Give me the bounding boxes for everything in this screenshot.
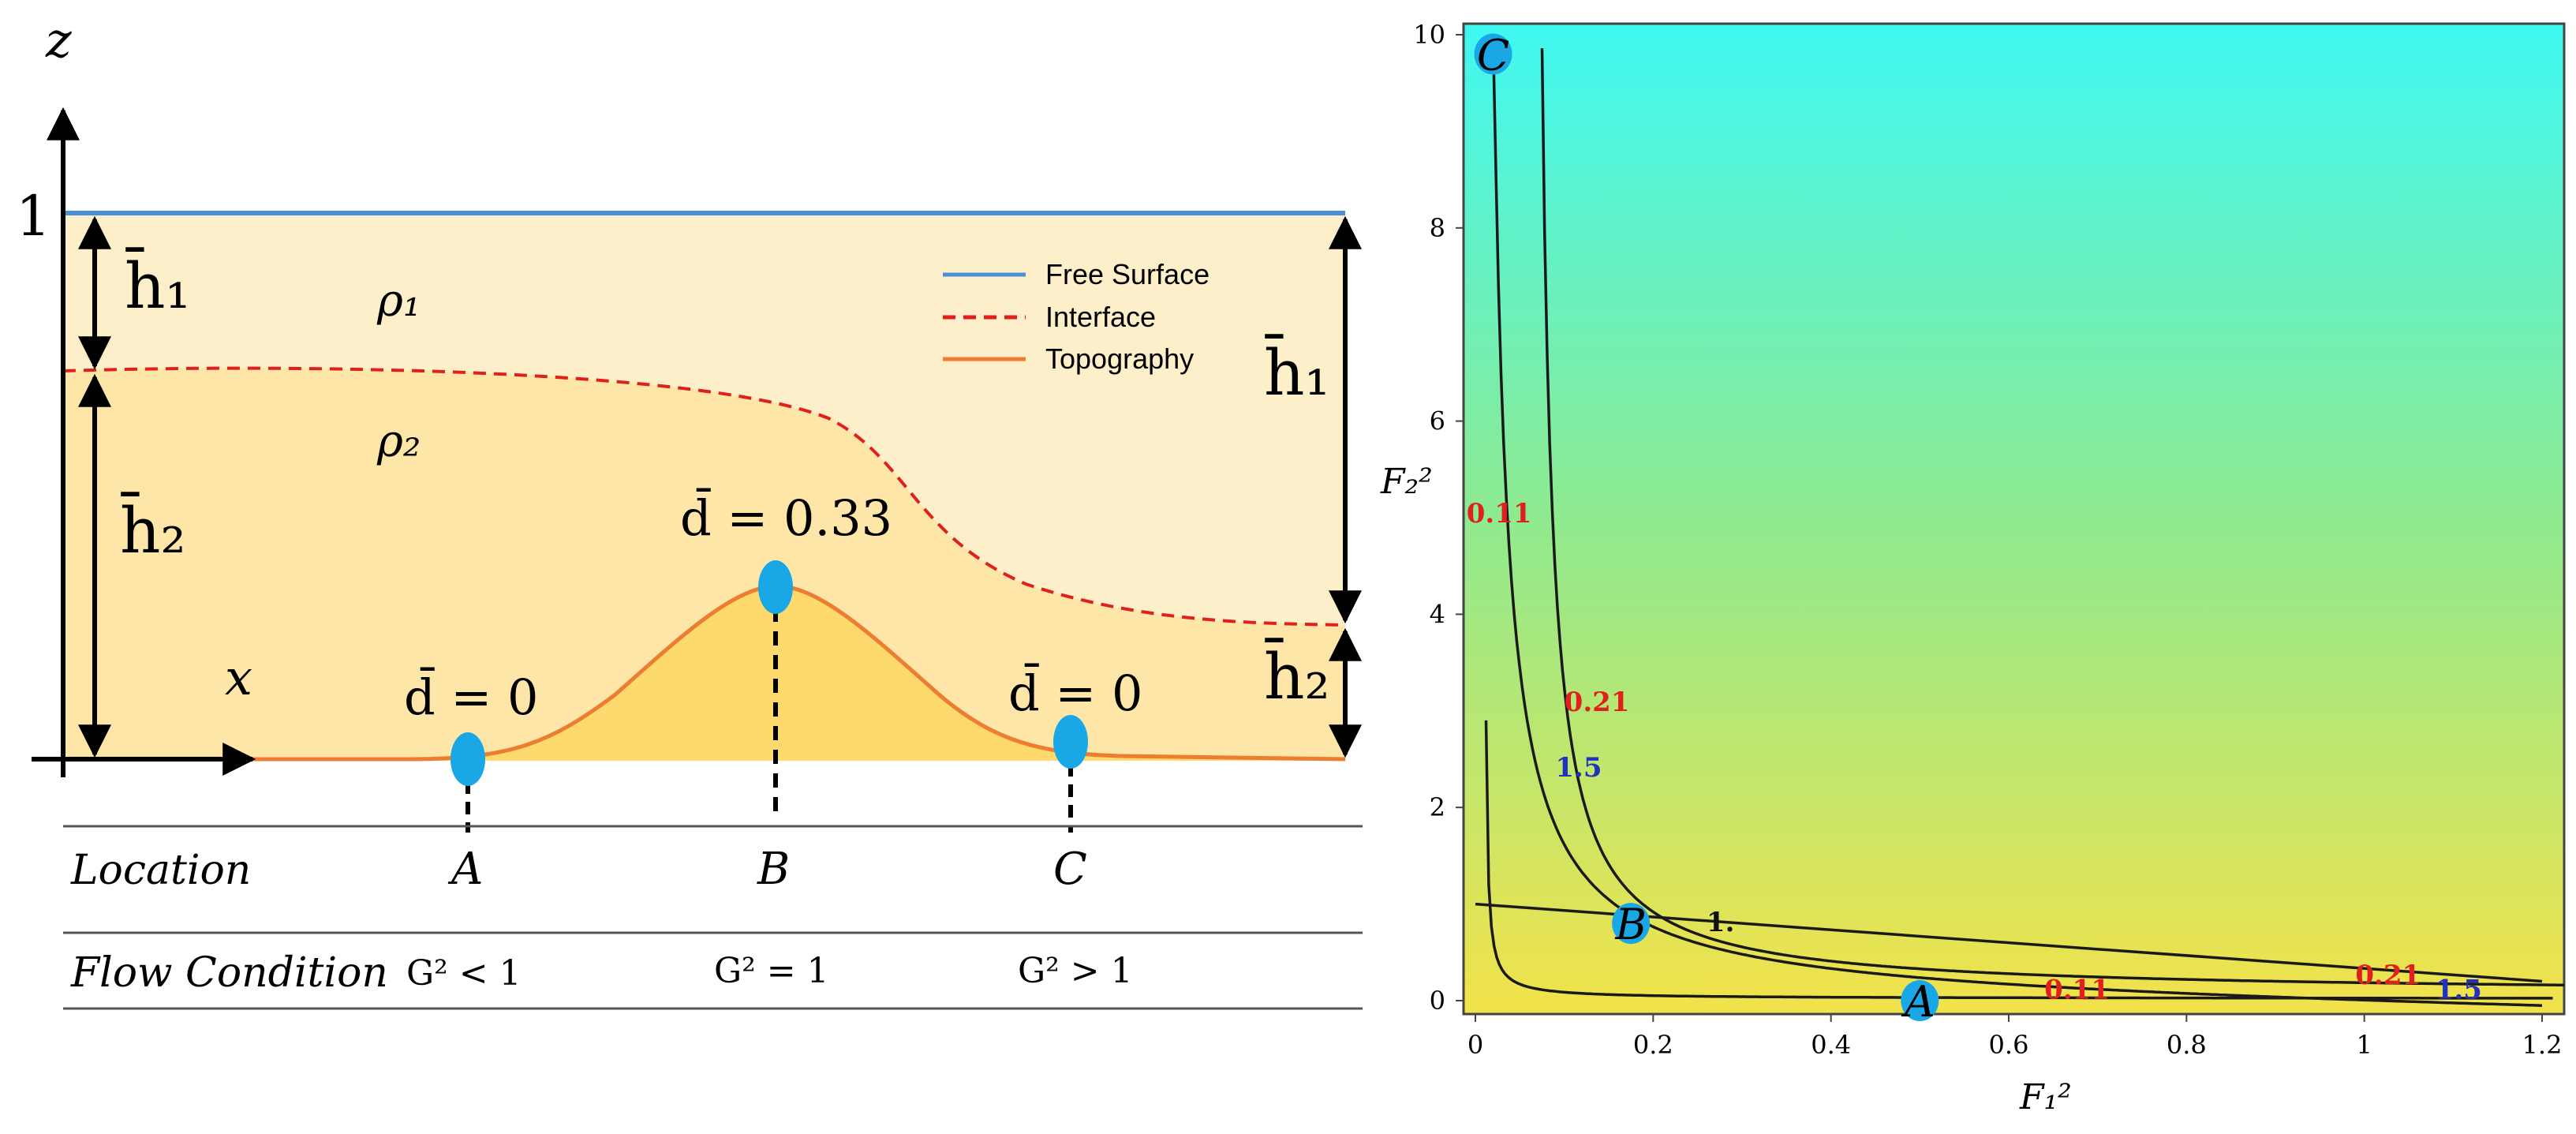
- d-a-label: d̄ = 0: [404, 667, 539, 726]
- location-b: B: [757, 844, 790, 895]
- h2-right-label: h̄₂: [1264, 638, 1330, 713]
- interface-line: [62, 366, 1346, 627]
- legend-interface-label: Interface: [1045, 301, 1156, 333]
- y-tick-label: 8: [1430, 213, 1445, 243]
- y-tick-label: 0: [1430, 986, 1445, 1016]
- y-tick-label: 2: [1430, 792, 1445, 822]
- z-axis-label: z: [45, 11, 72, 69]
- critical-points: A B C: [1474, 30, 1939, 1027]
- x-tick-label: 1.2: [2522, 1030, 2563, 1060]
- point-a: [1901, 980, 1939, 1021]
- location-a: A: [447, 844, 483, 895]
- h2-left-label: h̄₂: [120, 492, 186, 567]
- topography-fill: [63, 586, 1345, 761]
- contour-label: 0.11: [2044, 975, 2110, 1006]
- marker-a: [451, 732, 485, 786]
- legend-free-surface-label: Free Surface: [1045, 258, 1209, 290]
- schematic-panel: z x 1 h̄₁ h̄₂ h̄₁ h̄₂ ρ₁ ρ₂ Free Surface…: [16, 11, 1363, 1010]
- x-tick-label: 0.6: [1989, 1030, 2029, 1060]
- x-tick-label: 0.2: [1633, 1030, 1673, 1060]
- d-crest-label: d̄ = 0.33: [680, 488, 892, 547]
- contour-curves: [1475, 38, 2565, 1007]
- plot-frame: [1462, 22, 2566, 1016]
- rho1-label: ρ₁: [376, 275, 421, 327]
- location-row-label: Location: [70, 847, 251, 894]
- axis-ticks: 0 0.2 0.4 0.6 0.8 1 1.2 0 2 4 6 8 10: [1413, 20, 2562, 1060]
- y-tick-label: 6: [1430, 406, 1445, 436]
- contour-1: [1475, 902, 2543, 983]
- h1-left-label: h̄₁: [125, 247, 191, 323]
- contour-label: 1.5: [2436, 975, 2482, 1006]
- point-b: [1612, 903, 1651, 945]
- plot-background: [1464, 24, 2564, 1014]
- x-tick-label: 0.4: [1811, 1030, 1851, 1060]
- y-axis-title: F₂²: [1380, 462, 1433, 502]
- point-label-b: B: [1614, 900, 1647, 949]
- contour-1-5: [1491, 39, 2543, 1007]
- level-one-label: 1: [16, 184, 51, 249]
- contour-0-21: [1540, 48, 2565, 987]
- d-c-label: d̄ = 0: [1008, 663, 1143, 722]
- point-label-a: A: [1901, 977, 1935, 1027]
- x-axis-title: F₁²: [2019, 1077, 2072, 1117]
- contour-label: 0.11: [1467, 498, 1532, 530]
- y-tick-label: 10: [1413, 20, 1445, 50]
- contour-label: 1.: [1707, 907, 1735, 938]
- contour-label: 0.21: [1565, 687, 1630, 718]
- x-tick-label: 0: [1467, 1030, 1483, 1060]
- location-c: C: [1053, 844, 1087, 895]
- point-c: [1474, 33, 1512, 75]
- lower-layer: [63, 368, 1345, 758]
- h1-right-label: h̄₁: [1264, 334, 1330, 410]
- x-axis-label: x: [225, 649, 252, 706]
- contour-labels: 0.11 0.21 1.5 1. 0.11 0.21 1.5: [1467, 498, 2482, 1005]
- condition-a: G² < 1: [406, 953, 522, 994]
- x-tick-label: 1: [2356, 1030, 2372, 1060]
- rho2-label: ρ₂: [376, 416, 421, 467]
- flow-condition-row-label: Flow Condition: [70, 949, 388, 997]
- condition-c: G² > 1: [1018, 951, 1133, 991]
- marker-c: [1053, 715, 1088, 769]
- legend: Free Surface Interface Topography: [943, 258, 1209, 375]
- contour-label: 1.5: [1555, 752, 1602, 784]
- x-tick-label: 0.8: [2167, 1030, 2207, 1060]
- condition-b: G² = 1: [714, 951, 829, 991]
- y-tick-label: 4: [1430, 599, 1445, 629]
- marker-b: [758, 560, 793, 614]
- contour-label: 0.21: [2355, 960, 2421, 991]
- legend-topography-label: Topography: [1045, 342, 1194, 375]
- contour-0-11: [1484, 720, 2553, 1000]
- point-label-c: C: [1477, 30, 1509, 80]
